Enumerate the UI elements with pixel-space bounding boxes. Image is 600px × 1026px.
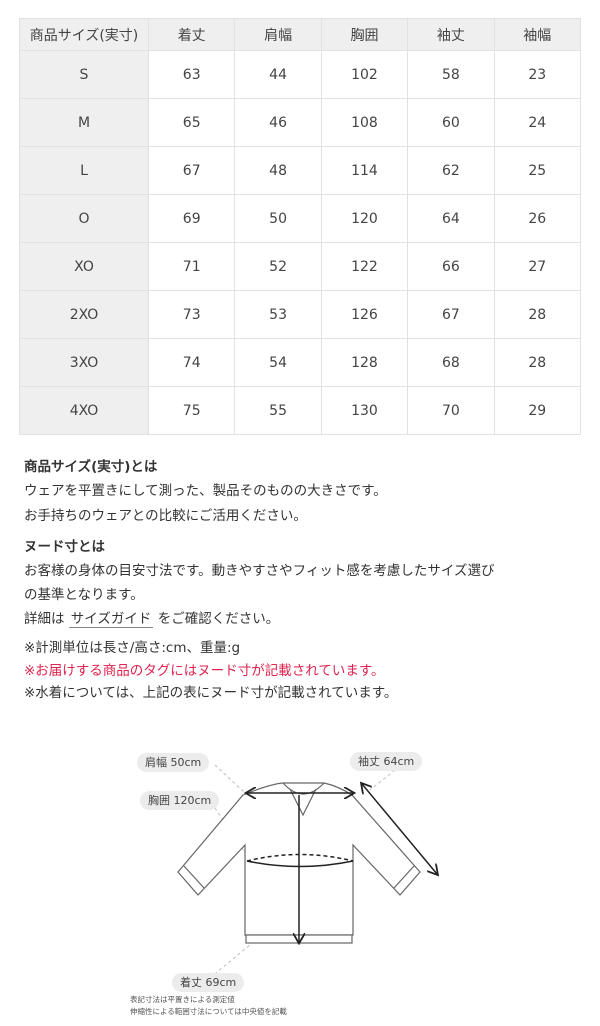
measurement-cell: 70 [407,386,495,435]
table-header-row: 商品サイズ(実寸) 着丈 肩幅 胸囲 袖丈 袖幅 [19,18,582,51]
actual-size-desc-1: ウェアを平置きにして測った、製品そのものの大きさです。 [24,483,387,499]
size-guide-link[interactable]: サイズガイド [68,611,154,628]
size-table: 商品サイズ(実寸) 着丈 肩幅 胸囲 袖丈 袖幅 S 63 44 102 58 23 M 65 46 108… [19,18,582,435]
swimwear-note: ※水着については、上記の表にヌード寸が記載されています。 [24,685,398,701]
length-label: 着丈 69cm [172,973,245,992]
measurement-cell: 122 [320,242,409,291]
diagram-footnote-2: 伸縮性による範囲寸法については中央値を記載 [130,1007,287,1016]
table-row: XO 71 52 122 66 27 [19,242,582,291]
tag-note: ※お届けする商品のタグにはヌード寸が記載されています。 [24,663,385,679]
chest-arrow [246,860,354,868]
measurement-cell: 46 [234,98,322,147]
size-cell: S [19,50,149,99]
measurement-cell: 58 [407,50,495,99]
measurement-cell: 29 [493,386,582,435]
measurement-cell: 69 [147,194,236,243]
nude-size-desc-2: の基準となります。 [24,587,144,603]
size-cell: 3XO [19,338,149,387]
measurement-cell: 26 [493,194,582,243]
measurement-cell: 28 [493,290,582,339]
detail-line: 詳細は サイズガイド をご確認ください。 [24,607,279,631]
detail-suffix: をご確認ください。 [157,611,280,627]
chest-label: 胸囲 120cm [140,791,220,810]
measurement-cell: 130 [320,386,409,435]
shoulder-label: 肩幅 50cm [137,753,210,772]
table-row: O 69 50 120 64 26 [19,194,582,243]
size-cell: L [19,146,149,195]
measurement-cell: 126 [320,290,409,339]
measurement-cell: 64 [407,194,495,243]
measurement-cell: 55 [234,386,322,435]
measurement-cell: 67 [147,146,236,195]
detail-prefix: 詳細は [24,611,65,627]
measurement-cell: 74 [147,338,236,387]
table-row: 2XO 73 53 126 67 28 [19,290,582,339]
size-cell: O [19,194,149,243]
size-cell: 2XO [19,290,149,339]
diagram-footnote-1: 表記寸法は平置きによる測定値 [130,995,235,1004]
measurement-cell: 65 [147,98,236,147]
unit-note: ※計測単位は長さ/高さ:cm、重量:g [24,640,241,656]
measurement-cell: 28 [493,338,582,387]
actual-size-desc-2: お手持ちのウェアとの比較にご活用ください。 [24,508,307,524]
column-header: 商品サイズ(実寸) [19,18,149,51]
table-row: 3XO 74 54 128 68 28 [19,338,582,387]
measurement-cell: 50 [234,194,322,243]
measurement-cell: 66 [407,242,495,291]
size-cell: XO [19,242,149,291]
column-header: 袖幅 [493,18,582,51]
size-cell: 4XO [19,386,149,435]
measurement-cell: 75 [147,386,236,435]
measurement-cell: 73 [147,290,236,339]
size-cell: M [19,98,149,147]
measurement-cell: 23 [493,50,582,99]
measurement-cell: 62 [407,146,495,195]
measurement-cell: 128 [320,338,409,387]
measurement-cell: 120 [320,194,409,243]
sleeve-label: 袖丈 64cm [350,752,423,771]
nude-size-desc-1: お客様の身体の目安寸法です。動きやすさやフィット感を考慮したサイズ選び [24,563,495,579]
table-row: L 67 48 114 62 25 [19,146,582,195]
measurement-cell: 114 [320,146,409,195]
measurement-cell: 63 [147,50,236,99]
table-row: 4XO 75 55 130 70 29 [19,386,582,435]
column-header: 袖丈 [407,18,495,51]
measurement-arrows [247,784,437,942]
measurement-cell: 71 [147,242,236,291]
actual-size-heading: 商品サイズ(実寸)とは [24,459,158,475]
nude-size-heading: ヌード寸とは [24,539,105,555]
sleeve-arrow [362,784,437,874]
measurement-cell: 24 [493,98,582,147]
measurement-cell: 27 [493,242,582,291]
